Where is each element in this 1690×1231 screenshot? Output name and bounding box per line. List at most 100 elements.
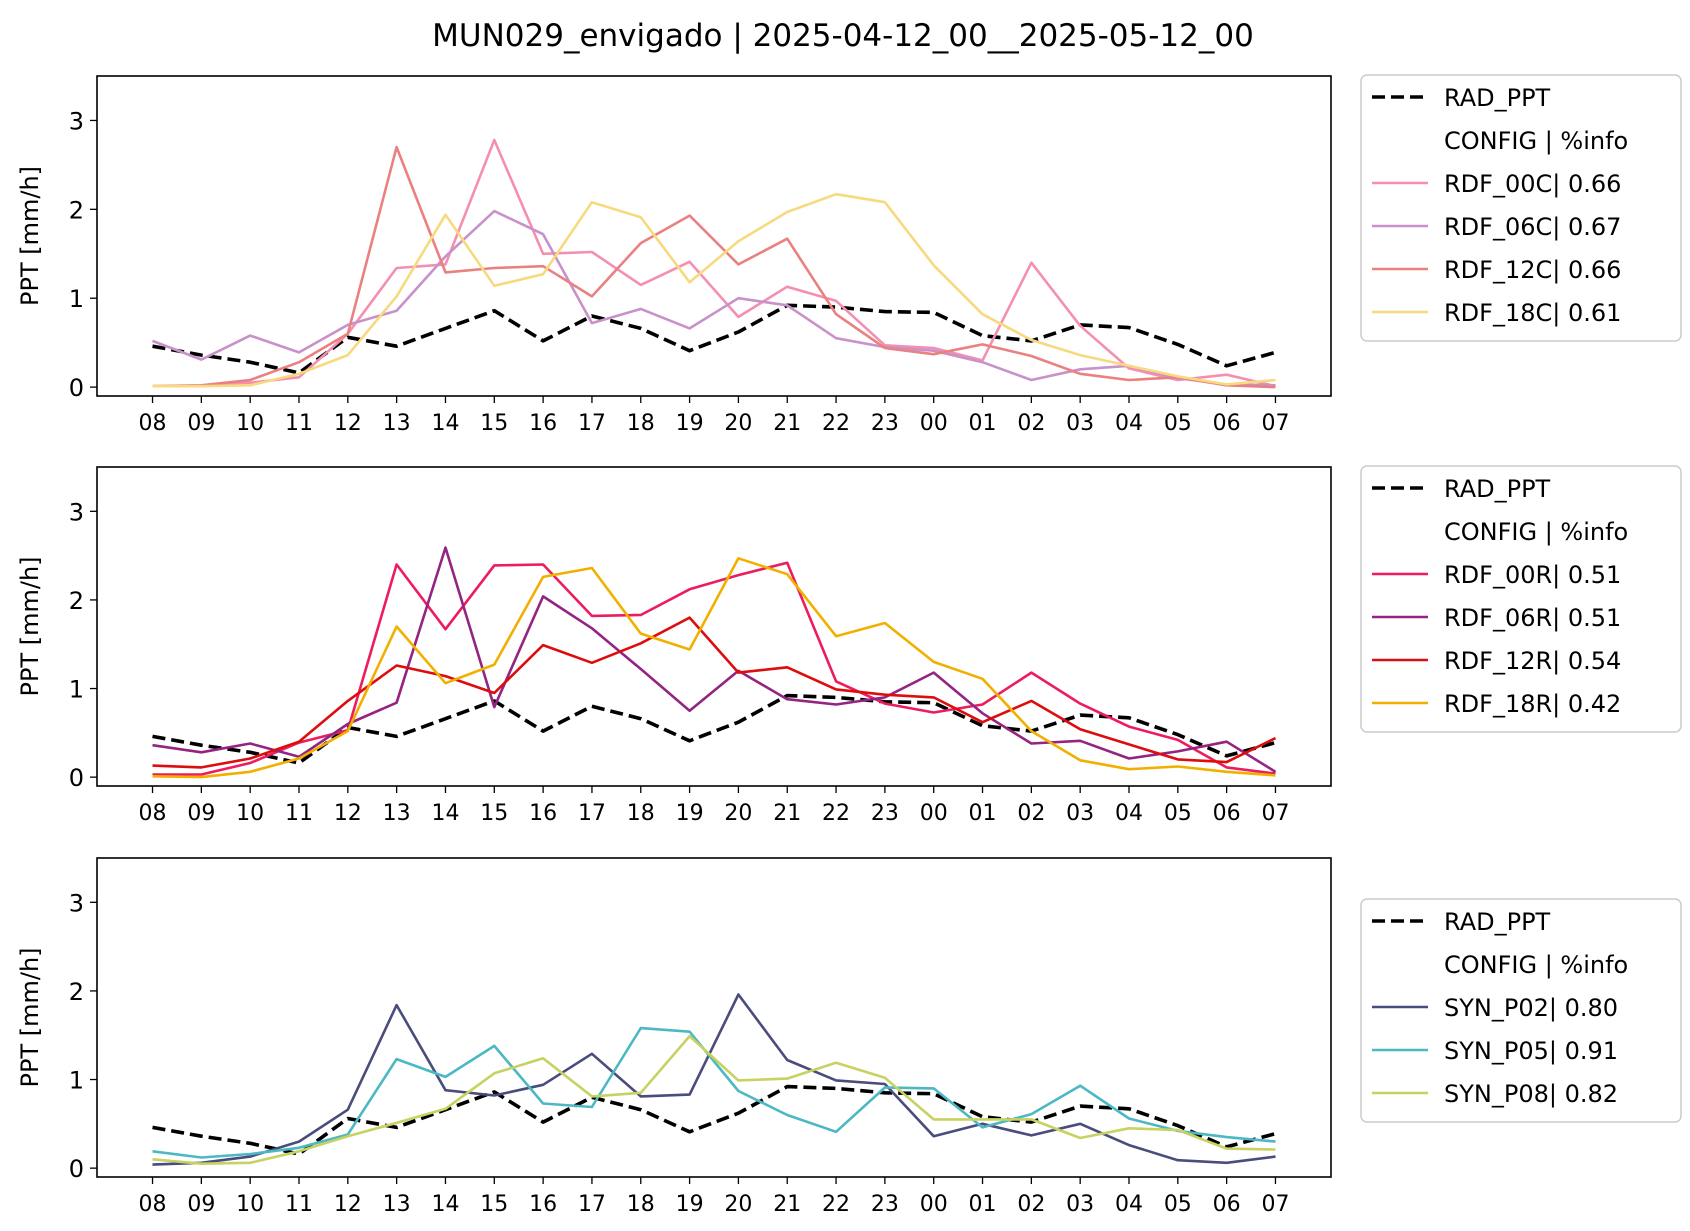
- legend-entry-label: RDF_00R| 0.51: [1444, 561, 1621, 589]
- axes-frame: [96, 466, 1332, 787]
- x-tick-label: 00: [920, 411, 948, 436]
- x-tick-label: 19: [676, 1192, 704, 1217]
- series-line-syn-p05: [152, 1026, 1276, 1159]
- axes-frame: [96, 857, 1332, 1178]
- legend-entry-label: SYN_P02| 0.80: [1444, 994, 1618, 1022]
- x-tick-label: 17: [578, 801, 606, 826]
- legend-entry-label: RAD_PPT: [1444, 475, 1551, 503]
- x-tick-label: 02: [1017, 411, 1045, 436]
- x-tick-label: 16: [529, 1192, 557, 1217]
- series-line-syn-p02: [152, 993, 1276, 1166]
- y-tick-label: 2: [69, 978, 84, 1006]
- x-tick-label: 03: [1066, 411, 1094, 436]
- x-tick-label: 12: [334, 1192, 362, 1217]
- axes-frame: [96, 75, 1332, 397]
- x-tick-label: 15: [480, 411, 508, 436]
- legend-entry-label: RDF_06C| 0.67: [1444, 213, 1621, 241]
- x-tick-label: 13: [383, 801, 411, 826]
- x-tick-label: 17: [578, 411, 606, 436]
- series-line-syn-p08: [152, 1034, 1276, 1165]
- legend-entry-label: RDF_18R| 0.42: [1444, 690, 1621, 718]
- legend-entry-label: RAD_PPT: [1444, 84, 1551, 112]
- x-tick-label: 22: [822, 411, 850, 436]
- x-tick-label: 16: [529, 801, 557, 826]
- series-line-rdf-06r: [152, 546, 1277, 773]
- x-tick-label: 20: [724, 1192, 752, 1217]
- x-tick-label: 09: [187, 801, 215, 826]
- x-tick-label: 17: [578, 1192, 606, 1217]
- y-tick-label: 0: [69, 1155, 84, 1183]
- x-tick-label: 10: [236, 801, 264, 826]
- x-tick-label: 11: [285, 411, 313, 436]
- x-tick-label: 18: [627, 411, 655, 436]
- x-tick-label: 09: [187, 411, 215, 436]
- legend-header: CONFIG | %info: [1444, 951, 1628, 979]
- x-tick-label: 10: [236, 411, 264, 436]
- y-tick-label: 3: [69, 107, 84, 135]
- x-tick-label: 06: [1213, 1192, 1241, 1217]
- y-tick-label: 1: [69, 285, 84, 313]
- x-tick-label: 08: [139, 1192, 167, 1217]
- legend-entry-label: RDF_18C| 0.61: [1444, 299, 1621, 327]
- x-tick-label: 00: [920, 801, 948, 826]
- x-tick-label: 04: [1115, 1192, 1143, 1217]
- x-tick-label: 14: [431, 411, 459, 436]
- series-line-rdf-18c: [152, 192, 1276, 388]
- series-line-rdf-12c: [152, 145, 1276, 389]
- legend-box: [1360, 465, 1682, 733]
- y-tick-label: 3: [69, 498, 84, 526]
- x-tick-label: 05: [1164, 801, 1192, 826]
- x-tick-label: 14: [431, 1192, 459, 1217]
- x-tick-label: 12: [334, 801, 362, 826]
- x-tick-label: 12: [334, 411, 362, 436]
- x-tick-label: 15: [480, 801, 508, 826]
- x-tick-label: 07: [1261, 801, 1289, 826]
- y-axis-label: PPT [mm/h]: [16, 556, 44, 696]
- x-tick-label: 20: [724, 411, 752, 436]
- x-tick-label: 02: [1017, 1192, 1045, 1217]
- x-tick-label: 21: [773, 1192, 801, 1217]
- x-tick-label: 08: [139, 801, 167, 826]
- legend-entry-label: RDF_12R| 0.54: [1444, 647, 1621, 675]
- x-tick-label: 20: [724, 801, 752, 826]
- legend-entry-label: SYN_P05| 0.91: [1444, 1037, 1618, 1065]
- y-tick-label: 3: [69, 889, 84, 917]
- x-tick-label: 19: [676, 411, 704, 436]
- y-tick-label: 2: [69, 196, 84, 224]
- y-axis-label: PPT [mm/h]: [16, 947, 44, 1087]
- x-tick-label: 06: [1213, 411, 1241, 436]
- x-tick-label: 21: [773, 801, 801, 826]
- x-tick-label: 13: [383, 411, 411, 436]
- y-tick-label: 2: [69, 587, 84, 615]
- y-tick-label: 0: [69, 764, 84, 792]
- legend-box: [1360, 74, 1682, 342]
- legend: RAD_PPT CONFIG | %info RDF_00C| 0.66 RDF_06…: [1360, 74, 1682, 342]
- series-line-rad-ppt: [152, 303, 1276, 375]
- legend: RAD_PPT CONFIG | %info RDF_00R| 0.51 RDF_06…: [1360, 465, 1682, 733]
- x-tick-label: 19: [676, 801, 704, 826]
- x-tick-label: 05: [1164, 411, 1192, 436]
- x-tick-label: 07: [1261, 411, 1289, 436]
- y-tick-label: 1: [69, 676, 84, 704]
- x-tick-label: 03: [1066, 1192, 1094, 1217]
- x-tick-label: 23: [871, 411, 899, 436]
- x-tick-label: 18: [627, 801, 655, 826]
- legend-entry-label: RAD_PPT: [1444, 908, 1551, 936]
- legend: RAD_PPT CONFIG | %info SYN_P02| 0.80 SYN_P0…: [1360, 898, 1682, 1123]
- x-tick-label: 05: [1164, 1192, 1192, 1217]
- x-tick-label: 11: [285, 801, 313, 826]
- legend-entry-label: RDF_12C| 0.66: [1444, 256, 1621, 284]
- x-tick-label: 03: [1066, 801, 1094, 826]
- y-tick-label: 0: [69, 374, 84, 402]
- x-tick-label: 02: [1017, 801, 1045, 826]
- x-tick-label: 23: [871, 1192, 899, 1217]
- series-line-rdf-06c: [152, 209, 1276, 387]
- x-tick-label: 00: [920, 1192, 948, 1217]
- x-tick-label: 07: [1261, 1192, 1289, 1217]
- y-axis-label: PPT [mm/h]: [16, 166, 44, 306]
